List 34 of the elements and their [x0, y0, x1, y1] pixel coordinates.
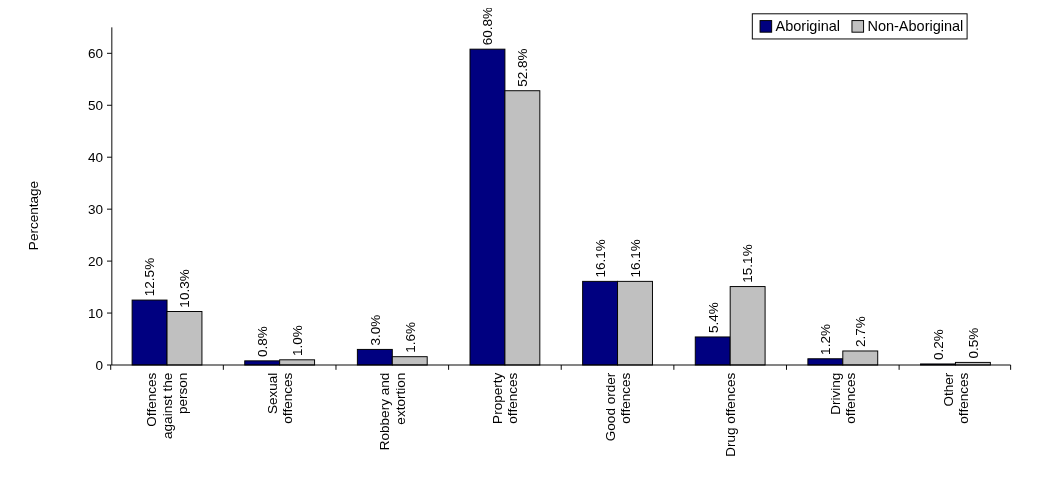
data-label: 5.4% — [705, 302, 721, 334]
data-label: 1.2% — [818, 324, 834, 355]
data-label: 3.0% — [367, 314, 383, 346]
data-label: 10.3% — [177, 269, 193, 308]
data-label: 12.5% — [142, 257, 158, 297]
data-label: 16.1% — [592, 239, 608, 278]
data-label: 1.0% — [289, 325, 305, 356]
data-label: 52.8% — [515, 48, 531, 87]
y-tick-label: 10 — [88, 305, 104, 321]
data-label: 16.1% — [627, 239, 643, 278]
data-label: 2.7% — [853, 316, 869, 348]
y-tick-label: 30 — [88, 201, 104, 217]
x-tick-label: Sexual offences — [264, 372, 296, 424]
x-tick-label: Property offences — [490, 372, 521, 424]
data-label: 0.5% — [965, 327, 981, 359]
data-label: 0.8% — [255, 326, 271, 357]
data-label: 15.1% — [740, 244, 756, 283]
x-tick-label: Driving offences — [827, 372, 859, 424]
x-tick-label: Drug offences — [723, 372, 739, 457]
data-label: 1.6% — [402, 321, 418, 353]
x-tick-label: Offences against the person — [144, 372, 191, 439]
data-label: 0.2% — [930, 329, 946, 361]
y-tick-label: 0 — [95, 357, 104, 373]
x-tick-label: Other offences — [940, 372, 972, 424]
data-label: 60.8% — [480, 6, 496, 46]
x-tick-label: Robbery and extortion — [377, 372, 408, 451]
y-tick-label: 20 — [88, 253, 104, 269]
legend-label: Aboriginal — [775, 18, 841, 35]
legend-label: Non-Aboriginal — [867, 18, 964, 35]
y-axis-title: Percentage — [26, 180, 42, 251]
y-tick-label: 60 — [88, 46, 104, 62]
y-tick-label: 40 — [88, 149, 104, 165]
x-tick-label: Good order offences — [602, 372, 634, 442]
y-tick-label: 50 — [88, 98, 104, 114]
